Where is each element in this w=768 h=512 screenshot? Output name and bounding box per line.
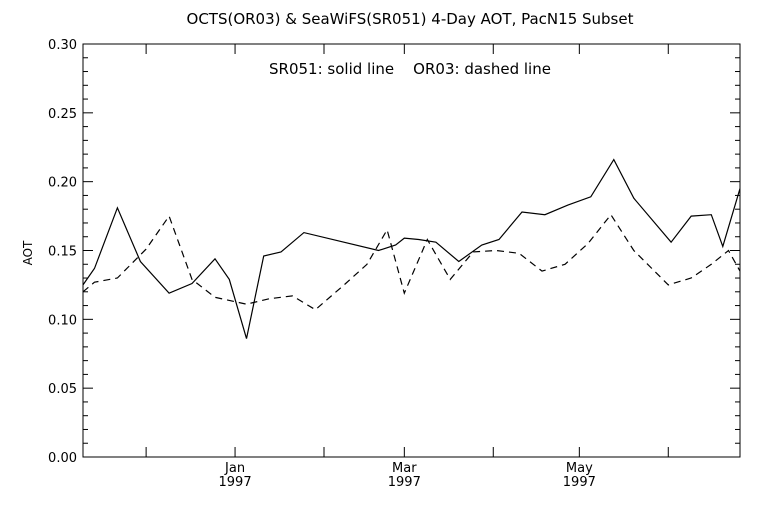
series-line-sr051 [82,158,741,339]
series-layer [82,158,741,339]
y-tick-label: 0.00 [48,451,77,466]
y-tick-label: 0.10 [48,313,77,328]
x-tick-label: Jan [224,461,245,476]
x-tick-label: Mar [392,461,417,476]
y-tick-label: 0.05 [48,382,77,397]
x-tick-year: 1997 [563,475,596,490]
series-line-or03 [82,213,741,311]
y-tick-label: 0.25 [48,107,77,122]
y-tick-label: 0.20 [48,176,77,191]
x-tick-label: May [566,461,593,476]
y-tick-label: 0.15 [48,245,77,260]
chart-annotation: SR051: solid line OR03: dashed line [269,60,551,78]
plot-frame [82,43,741,458]
chart-title: OCTS(OR03) & SeaWiFS(SR051) 4-Day AOT, P… [187,10,634,28]
y-tick-label: 0.30 [48,38,77,53]
x-tick-year: 1997 [388,475,421,490]
y-axis: 0.00 0.05 0.10 0.15 0.20 0.25 0.30 [48,38,740,466]
y-axis-label: AOT [21,240,35,265]
x-tick-year: 1997 [219,475,252,490]
